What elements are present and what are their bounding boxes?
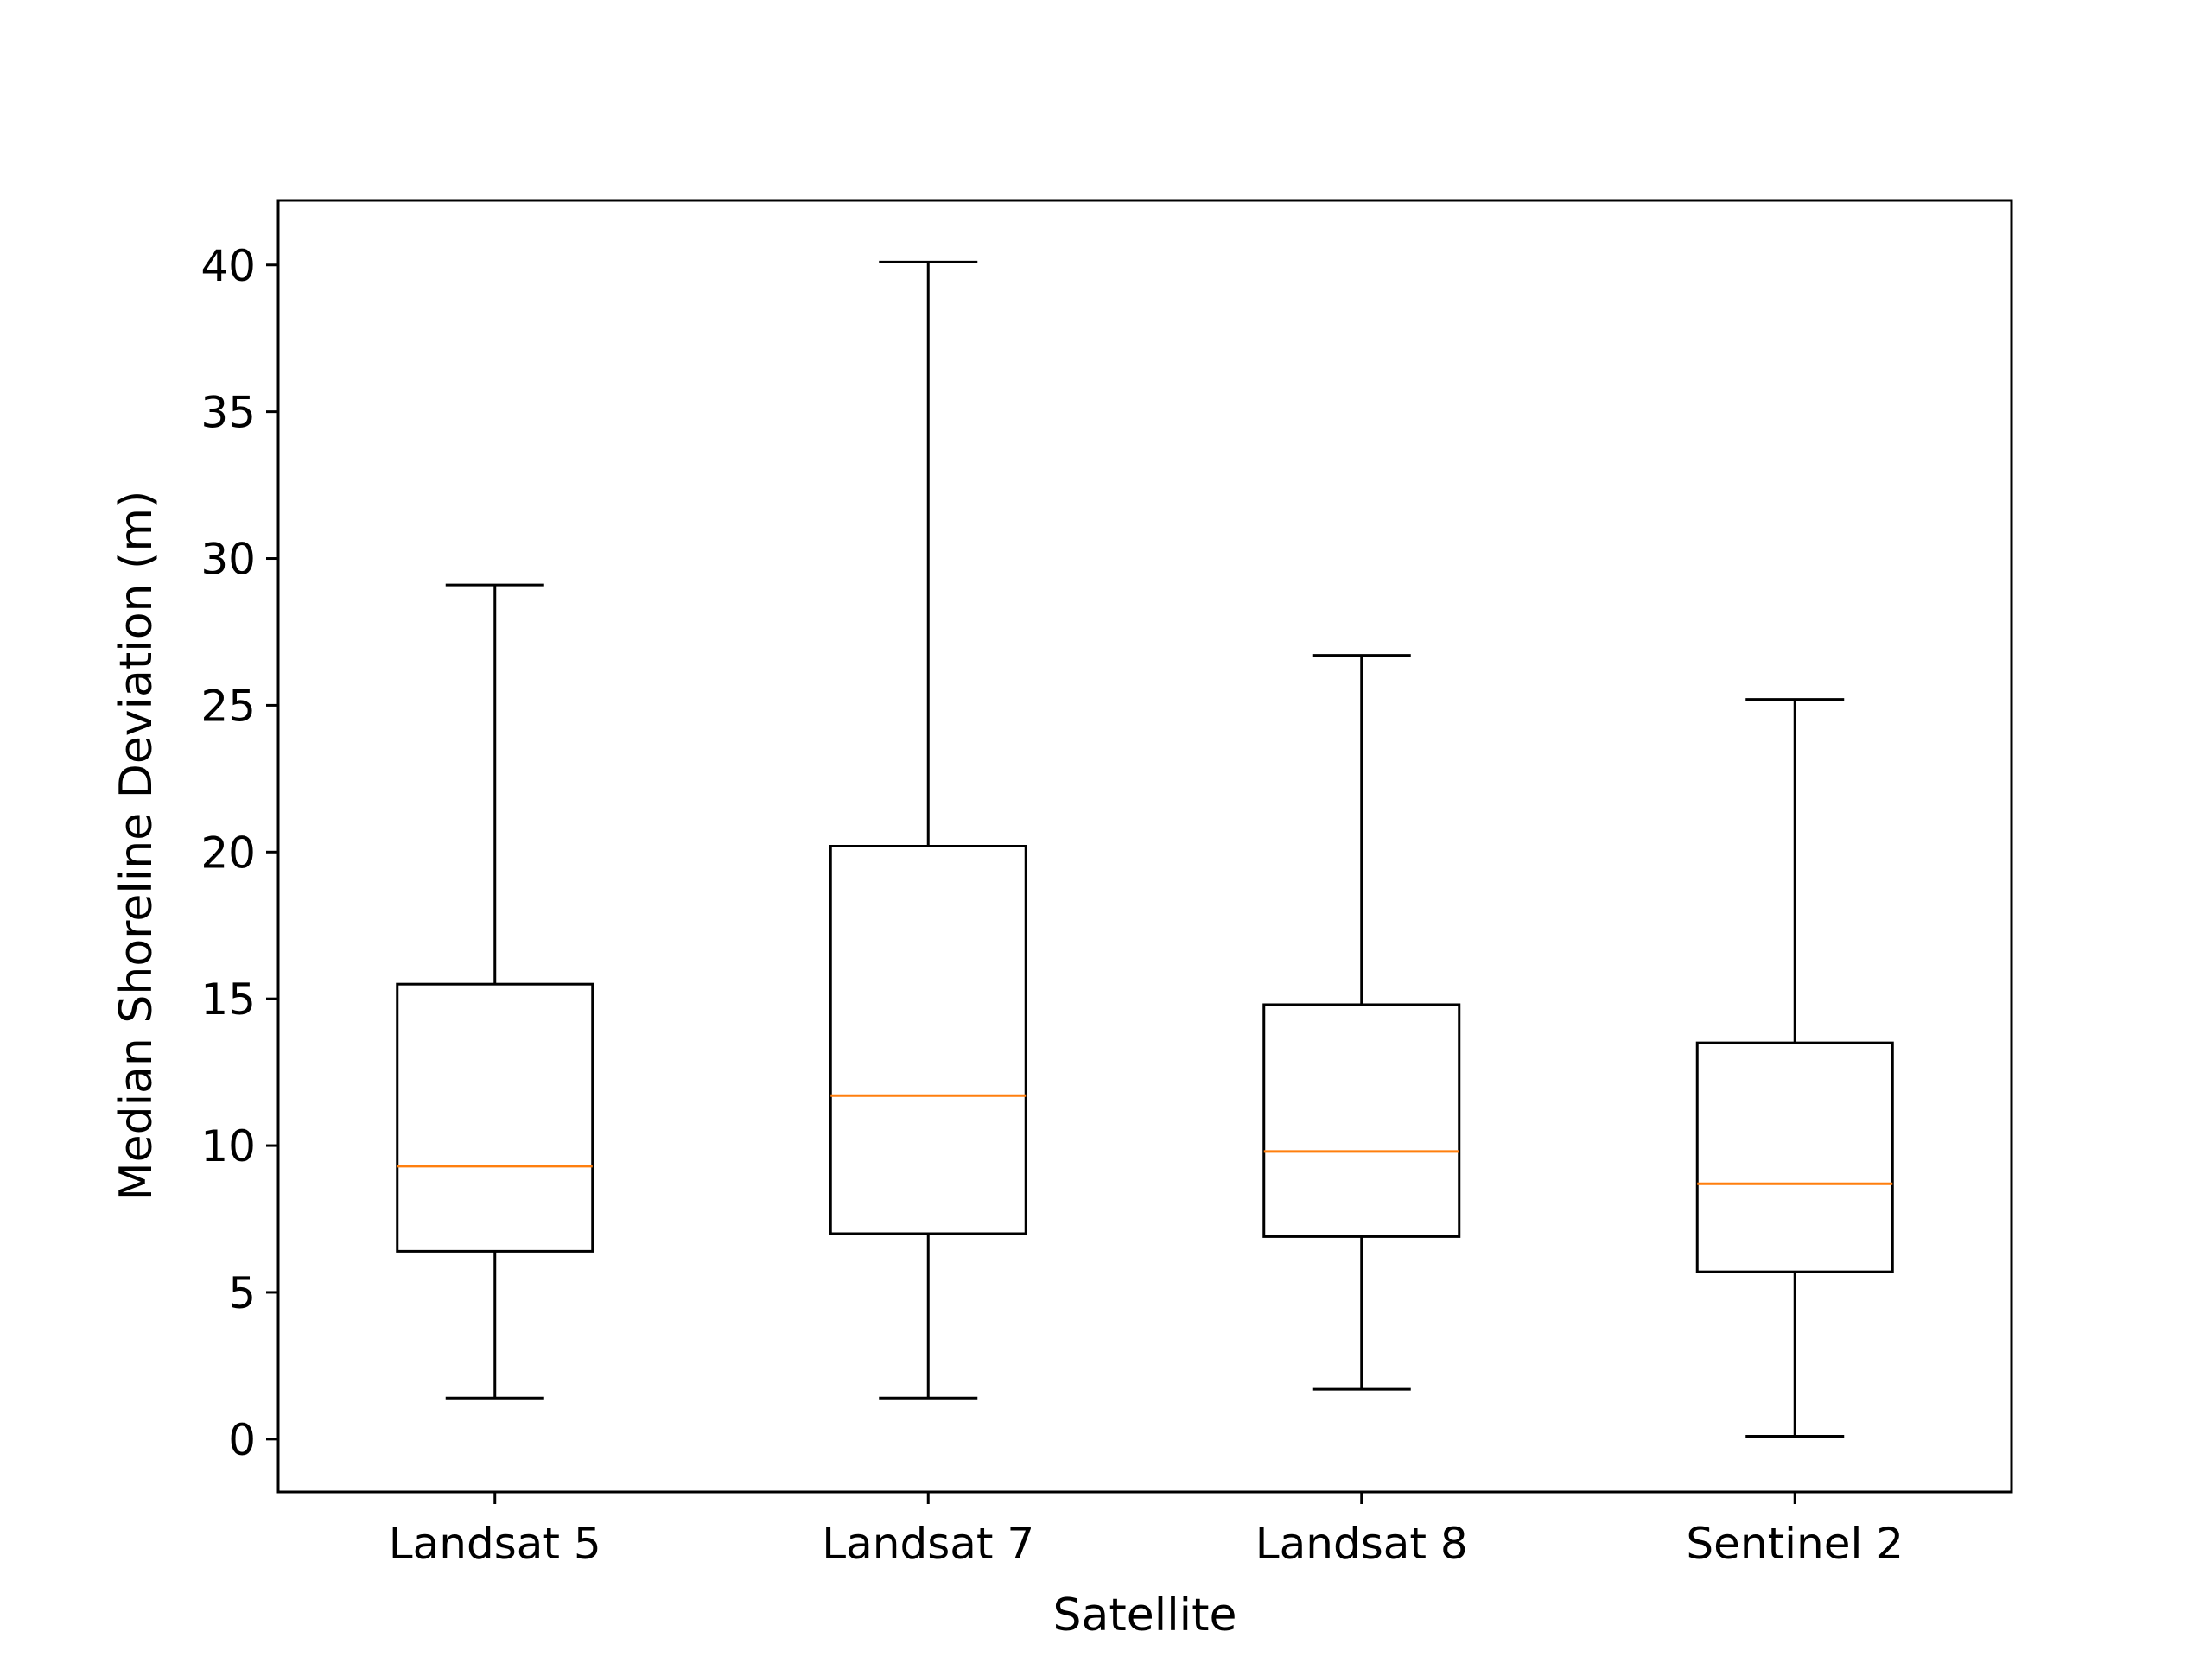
y-tick-label: 40 [200,241,256,291]
y-tick-label: 35 [200,388,256,438]
x-tick-label: Landsat 5 [389,1519,601,1569]
y-tick-label: 25 [200,681,256,731]
x-tick-label: Landsat 7 [822,1519,1034,1569]
box-landsat-5 [396,583,594,1400]
boxes-group [396,260,1894,1438]
plot-area-frame [276,199,2013,1494]
box-sentinel-2 [1695,698,1894,1438]
iqr-box [1262,1003,1461,1238]
x-axis: Landsat 5 Landsat 7 Landsat 8 Sentinel 2 [389,1492,1904,1569]
y-tick-label: 15 [200,974,256,1025]
x-tick-label: Landsat 8 [1255,1519,1468,1569]
y-tick-label: 10 [200,1121,256,1171]
iqr-box [829,845,1027,1235]
y-tick-label: 0 [228,1415,256,1465]
box-landsat-7 [829,260,1027,1400]
y-tick-label: 30 [200,535,256,585]
y-tick-label: 20 [200,828,256,878]
y-tick-label: 5 [228,1268,256,1318]
x-axis-label: Satellite [1053,1590,1237,1641]
y-axis-label: Median Shoreline Deviation (m) [111,491,162,1202]
box-landsat-8 [1262,654,1461,1391]
iqr-box [396,982,594,1253]
x-tick-label: Sentinel 2 [1686,1519,1904,1569]
iqr-box [1695,1041,1894,1273]
y-axis: 0 5 10 15 20 25 30 35 40 [200,241,278,1465]
